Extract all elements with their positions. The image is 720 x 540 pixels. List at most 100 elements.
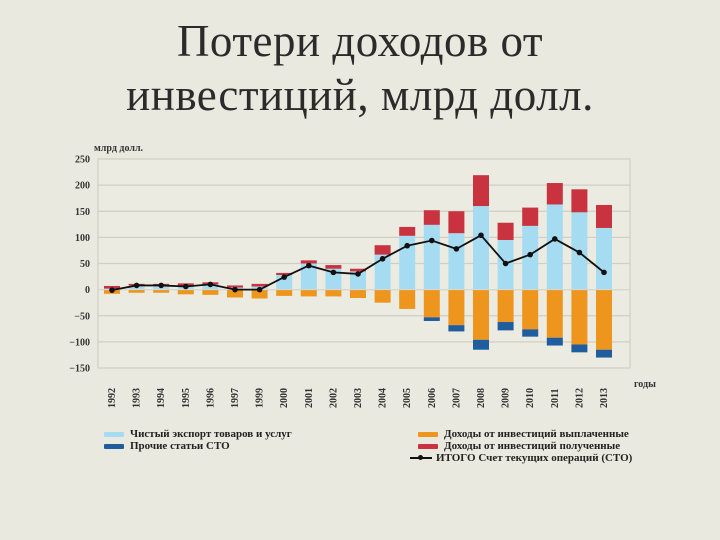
current-account-marker (306, 262, 312, 269)
current-account-marker (502, 260, 509, 267)
bar-income-paid (325, 289, 342, 297)
bar-income-paid (596, 289, 612, 350)
bar-income-received (497, 222, 514, 240)
legend-item-other: Прочие статьи СТО (104, 440, 292, 452)
legend-item-net-export: Чистый экспорт товаров и услуг (104, 428, 292, 440)
bar-income-received (596, 204, 612, 228)
bar-income-paid (473, 289, 489, 340)
legend-line-marker-icon (410, 453, 432, 463)
bar-other-items (423, 317, 440, 321)
bar-income-paid (227, 289, 243, 298)
x-tick-label: 2010 (525, 388, 536, 408)
x-axis-label: годы (634, 379, 656, 390)
bar-other-items (546, 337, 563, 346)
current-account-marker (478, 232, 484, 239)
bar-income-received (571, 189, 588, 213)
slide-title: Потери доходов от инвестиций, млрд долл. (0, 14, 720, 122)
y-tick-label: 150 (75, 207, 90, 218)
bar-other-items (473, 339, 489, 350)
legend-item-income-paid: Доходы от инвестиций выплаченные (418, 428, 632, 440)
bar-income-paid (448, 289, 465, 326)
legend-swatch-other (104, 443, 124, 449)
x-tick-label: 2001 (304, 388, 315, 408)
bar-other-items (596, 349, 612, 358)
x-tick-label: 2007 (451, 388, 462, 408)
bar-net-export (448, 233, 465, 290)
bar-income-paid (128, 289, 145, 293)
legend-label: Доходы от инвестиций выплаченные (444, 428, 629, 440)
x-tick-label: 2005 (402, 388, 413, 408)
bar-net-export (596, 227, 612, 290)
bar-net-export (325, 268, 342, 290)
x-tick-label: 2011 (550, 389, 561, 408)
x-tick-label: 1993 (132, 388, 143, 408)
bar-net-export (473, 206, 489, 290)
y-tick-label: 100 (75, 233, 90, 244)
y-tick-label: −100 (69, 337, 90, 348)
bar-other-items (448, 325, 465, 332)
legend-swatch-income-received (418, 443, 438, 449)
legend-swatch-income-paid (418, 431, 438, 437)
legend-label: Прочие статьи СТО (130, 440, 230, 452)
legend-label: ИТОГО Счет текущих операций (СТО) (436, 452, 633, 464)
legend-item-income-received: Доходы от инвестиций полученные (418, 440, 632, 452)
y-axis-label: млрд долл. (94, 143, 144, 154)
bar-income-paid (350, 289, 366, 298)
bar-net-export (522, 225, 539, 290)
x-tick-label: 1992 (107, 388, 118, 408)
bar-income-paid (251, 289, 268, 299)
current-account-marker (133, 282, 140, 289)
current-account-marker (552, 236, 558, 242)
title-line-1: Потери доходов от (176, 16, 544, 66)
current-account-marker (601, 269, 607, 276)
bar-income-received (374, 245, 391, 255)
current-account-marker (453, 246, 460, 252)
bar-income-paid (423, 289, 440, 318)
current-account-marker (576, 249, 583, 256)
bar-income-received (251, 283, 268, 287)
y-tick-label: 50 (80, 259, 90, 270)
current-account-marker (404, 242, 411, 249)
current-account-marker (281, 274, 288, 280)
bar-income-received (522, 207, 539, 226)
current-account-marker (256, 286, 263, 293)
y-tick-label: 200 (75, 181, 90, 192)
current-account-marker (158, 282, 164, 289)
bar-income-paid (202, 289, 219, 295)
current-account-marker (109, 287, 115, 293)
bar-net-export (350, 271, 366, 290)
bar-income-paid (374, 289, 391, 303)
bar-income-received (448, 211, 465, 234)
legend-label: Доходы от инвестиций полученные (444, 440, 621, 452)
current-account-marker (232, 286, 238, 293)
legend-item-current-account: ИТОГО Счет текущих операций (СТО) (410, 452, 632, 464)
y-tick-label: −50 (74, 311, 90, 322)
x-tick-label: 2012 (574, 388, 585, 408)
x-tick-label: 2009 (501, 388, 512, 408)
bar-income-paid (522, 289, 539, 330)
current-account-marker (330, 269, 337, 276)
x-tick-label: 1996 (205, 388, 216, 408)
legend-left: Чистый экспорт товаров и услуг Прочие ст… (104, 428, 292, 452)
x-tick-label: 1995 (181, 388, 192, 408)
x-tick-label: 2004 (378, 388, 389, 408)
bar-income-received (546, 183, 563, 205)
current-account-marker (379, 255, 386, 262)
bar-other-items (497, 322, 514, 331)
x-tick-label: 2013 (599, 388, 610, 408)
bar-net-export (399, 235, 416, 290)
y-tick-label: 0 (85, 285, 90, 296)
x-tick-label: 2003 (353, 388, 364, 408)
x-tick-label: 1994 (156, 388, 167, 408)
current-account-marker (183, 283, 189, 290)
bar-net-export (374, 254, 391, 290)
x-tick-label: 2006 (427, 388, 438, 408)
bar-income-paid (153, 289, 170, 293)
current-account-marker (527, 251, 533, 258)
x-tick-label: 1999 (255, 388, 266, 408)
x-tick-label: 2002 (328, 388, 339, 408)
legend-right: Доходы от инвестиций выплаченные Доходы … (410, 428, 632, 464)
x-tick-label: 2008 (476, 388, 487, 408)
bar-income-received (300, 260, 317, 264)
bar-other-items (571, 344, 588, 353)
